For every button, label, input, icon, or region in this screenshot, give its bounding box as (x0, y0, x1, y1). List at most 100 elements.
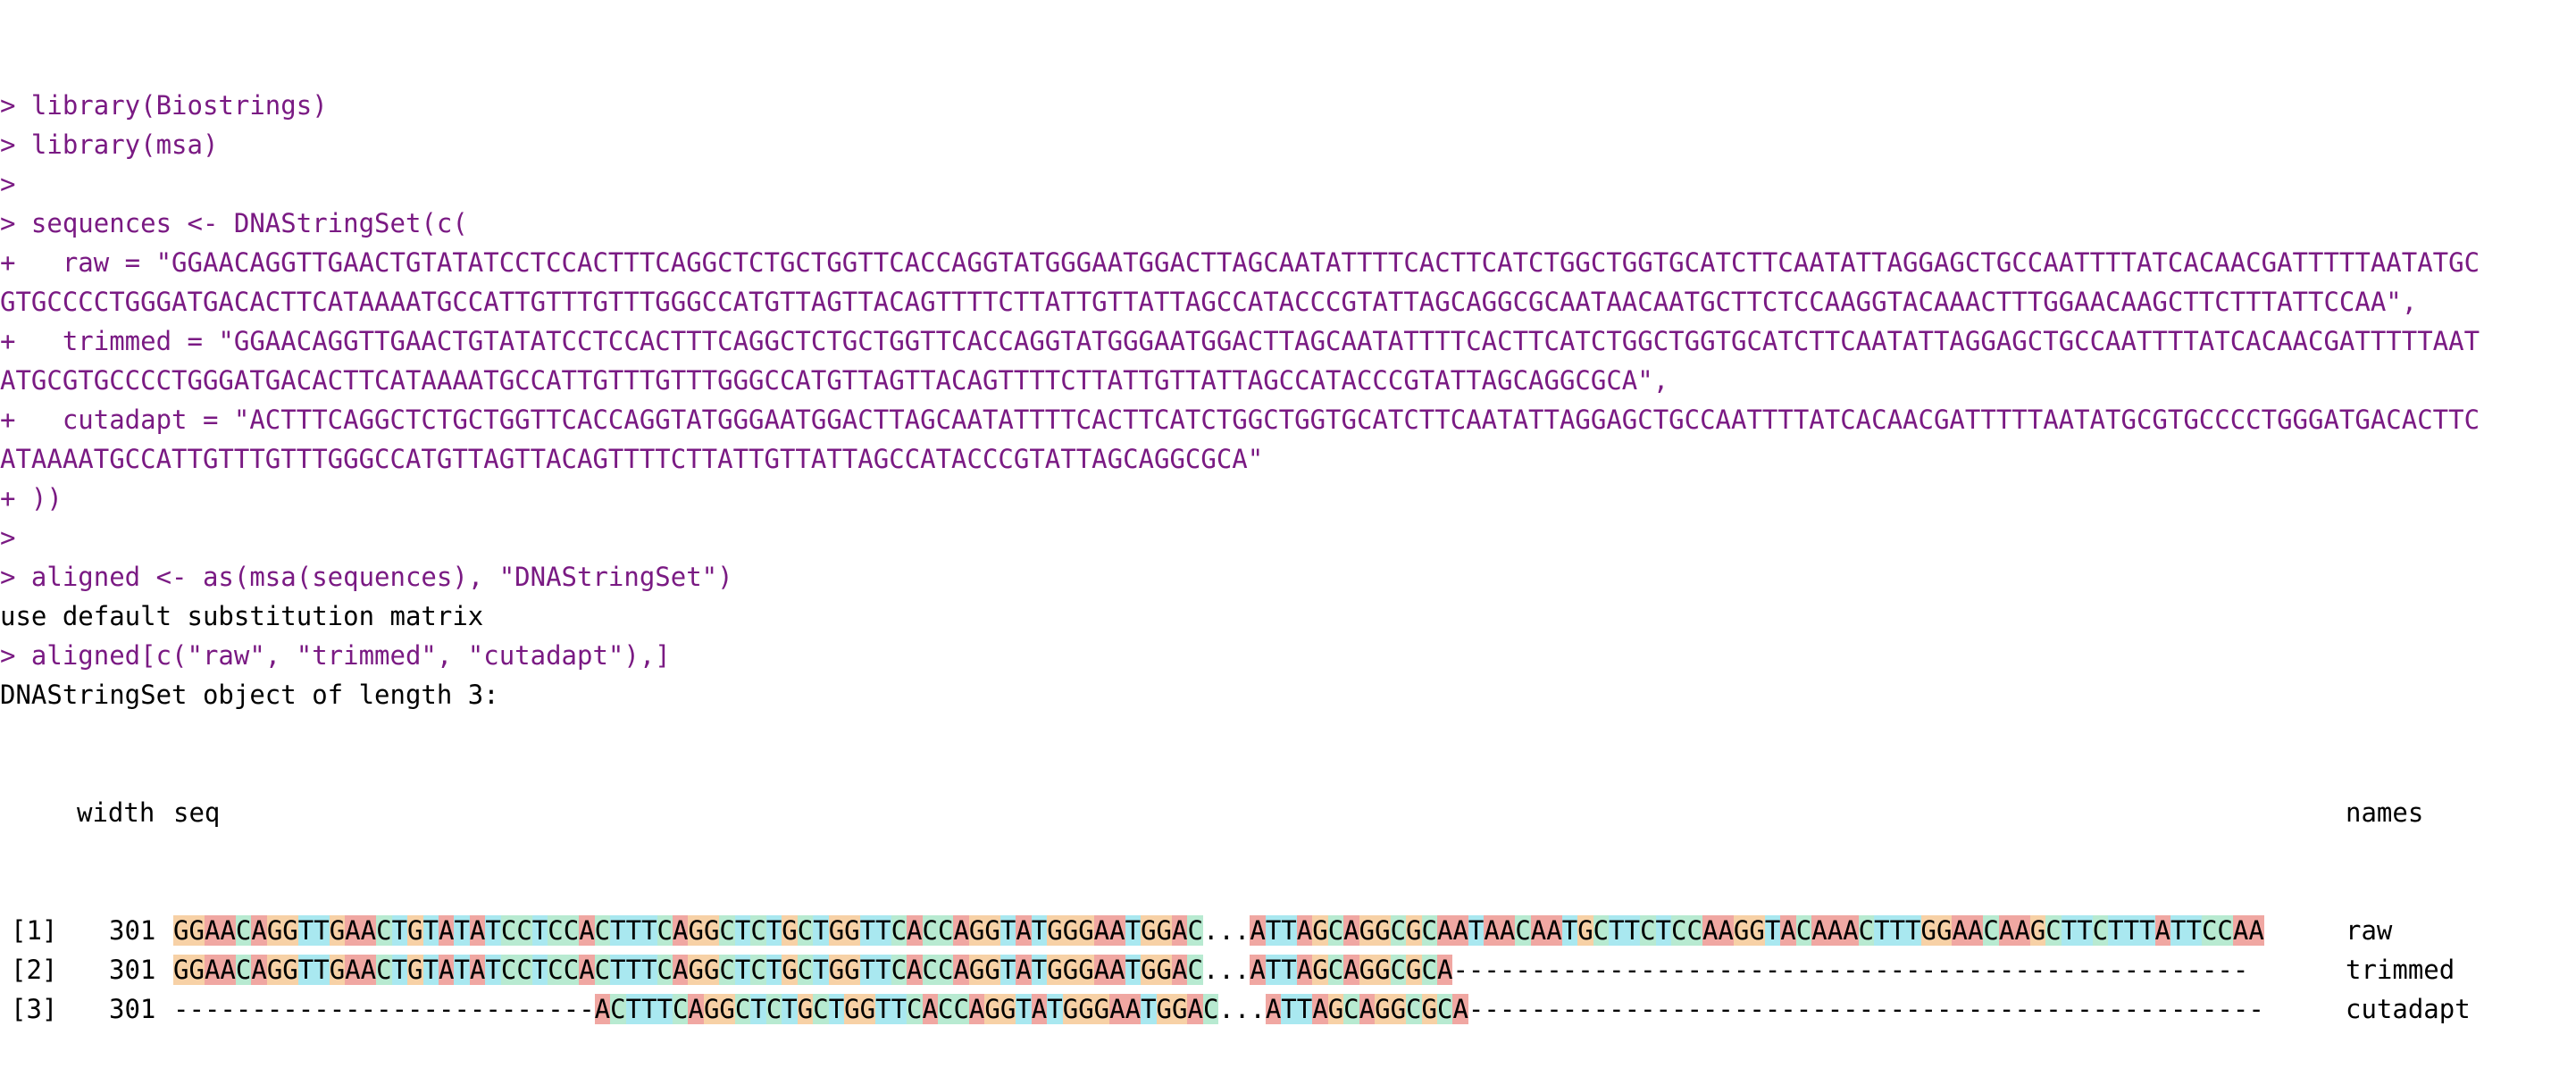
nucleotide: . (1234, 915, 1250, 946)
nucleotide: C (235, 955, 252, 985)
nucleotide: C (1421, 915, 1437, 946)
nucleotide: T (813, 955, 829, 985)
nucleotide: A (1780, 915, 1796, 946)
nucleotide: T (2123, 915, 2140, 946)
nucleotide: - (1484, 994, 1500, 1024)
nucleotide: A (1452, 915, 1468, 946)
console-input-line: ATGCGTGCCCCTGGGATGACACTTCATAAAATGCCATTGT… (0, 365, 1669, 396)
nucleotide: G (1936, 915, 1953, 946)
nucleotide: C (922, 915, 938, 946)
nucleotide: G (266, 955, 283, 985)
nucleotide: C (1327, 955, 1344, 985)
nucleotide: A (1265, 994, 1282, 1024)
nucleotide: G (1421, 994, 1437, 1024)
nucleotide: - (1920, 994, 1936, 1024)
nucleotide: T (2108, 915, 2124, 946)
nucleotide: G (984, 994, 1000, 1024)
nucleotide: T (391, 955, 408, 985)
nucleotide: - (297, 994, 314, 1024)
nucleotide: A (1546, 915, 1562, 946)
nucleotide: A (1952, 915, 1968, 946)
nucleotide: - (2092, 955, 2109, 985)
nucleotide: - (2092, 994, 2109, 1024)
nucleotide: C (594, 955, 611, 985)
nucleotide: C (500, 915, 517, 946)
nucleotide: G (1078, 915, 1094, 946)
nucleotide: A (1250, 955, 1266, 985)
nucleotide: - (2014, 955, 2030, 985)
nucleotide: T (297, 915, 314, 946)
nucleotide: C (1686, 915, 1702, 946)
nucleotide: - (2061, 994, 2078, 1024)
nucleotide: G (1047, 915, 1063, 946)
nucleotide: C (719, 955, 735, 985)
nucleotide: - (1874, 994, 1890, 1024)
nucleotide: T (828, 994, 845, 1024)
nucleotide: G (1078, 994, 1094, 1024)
nucleotide: - (1998, 955, 2015, 985)
nucleotide: G (1375, 994, 1391, 1024)
nucleotide: G (1406, 915, 1422, 946)
header-seq: seq (173, 797, 221, 828)
nucleotide: A (1016, 915, 1032, 946)
nucleotide: C (657, 955, 673, 985)
row-index: [3] (11, 994, 58, 1024)
nucleotide: - (2123, 994, 2140, 1024)
nucleotide: A (907, 915, 923, 946)
nucleotide: T (1764, 915, 1781, 946)
nucleotide: A (1718, 915, 1734, 946)
nucleotide: T (610, 955, 626, 985)
nucleotide: C (1187, 915, 1203, 946)
nucleotide: - (1811, 955, 1827, 985)
nucleotide: A (1436, 955, 1453, 985)
nucleotide: - (2170, 955, 2187, 985)
nucleotide: C (594, 915, 611, 946)
r-console[interactable]: > library(Biostrings) > library(msa) > > se… (0, 7, 2576, 1068)
nucleotide: - (1577, 994, 1593, 1024)
nucleotide: - (579, 994, 595, 1024)
nucleotide: T (1265, 915, 1282, 946)
console-input-line: > aligned[c("raw", "trimmed", "cutadapt"… (0, 640, 671, 671)
nucleotide: C (2092, 915, 2109, 946)
nucleotide: A (1172, 915, 1188, 946)
console-input-line: > sequences <- DNAStringSet(c( (0, 208, 468, 238)
nucleotide: C (1671, 915, 1687, 946)
nucleotide: - (1499, 955, 1516, 985)
nucleotide: A (1343, 915, 1359, 946)
nucleotide: G (1062, 915, 1079, 946)
nucleotide: - (1952, 955, 1968, 985)
nucleotide: - (1577, 955, 1593, 985)
nucleotide: G (1047, 955, 1063, 985)
nucleotide: - (1468, 994, 1485, 1024)
nucleotide: C (1640, 915, 1656, 946)
nucleotide: G (1577, 915, 1593, 946)
nucleotide: T (2077, 915, 2093, 946)
nucleotide: A (1702, 915, 1719, 946)
alignment-row: [1] 301 GGAACAGGTTGAACTGTATATCCTCCACTTTCAG… (0, 911, 2576, 950)
nucleotide: - (1858, 994, 1875, 1024)
nucleotide: T (2139, 915, 2155, 946)
nucleotide: G (1327, 994, 1344, 1024)
nucleotide: - (188, 994, 205, 1024)
nucleotide: G (968, 915, 985, 946)
nucleotide: - (1905, 955, 1921, 985)
nucleotide: - (1640, 994, 1656, 1024)
nucleotide: A (469, 915, 486, 946)
nucleotide: A (579, 955, 595, 985)
nucleotide: - (2045, 955, 2062, 985)
nucleotide: - (454, 994, 470, 1024)
nucleotide: - (1452, 955, 1468, 985)
nucleotide: T (610, 915, 626, 946)
nucleotide: A (1016, 955, 1032, 985)
nucleotide: C (907, 994, 923, 1024)
nucleotide: C (1390, 955, 1407, 985)
nucleotide: - (2217, 955, 2233, 985)
nucleotide: - (1967, 994, 1984, 1024)
nucleotide: T (875, 955, 891, 985)
nucleotide: G (1312, 915, 1328, 946)
nucleotide: A (469, 955, 486, 985)
nucleotide: A (1827, 915, 1844, 946)
nucleotide: C (673, 994, 689, 1024)
nucleotide: - (1702, 994, 1719, 1024)
nucleotide: - (1905, 994, 1921, 1024)
